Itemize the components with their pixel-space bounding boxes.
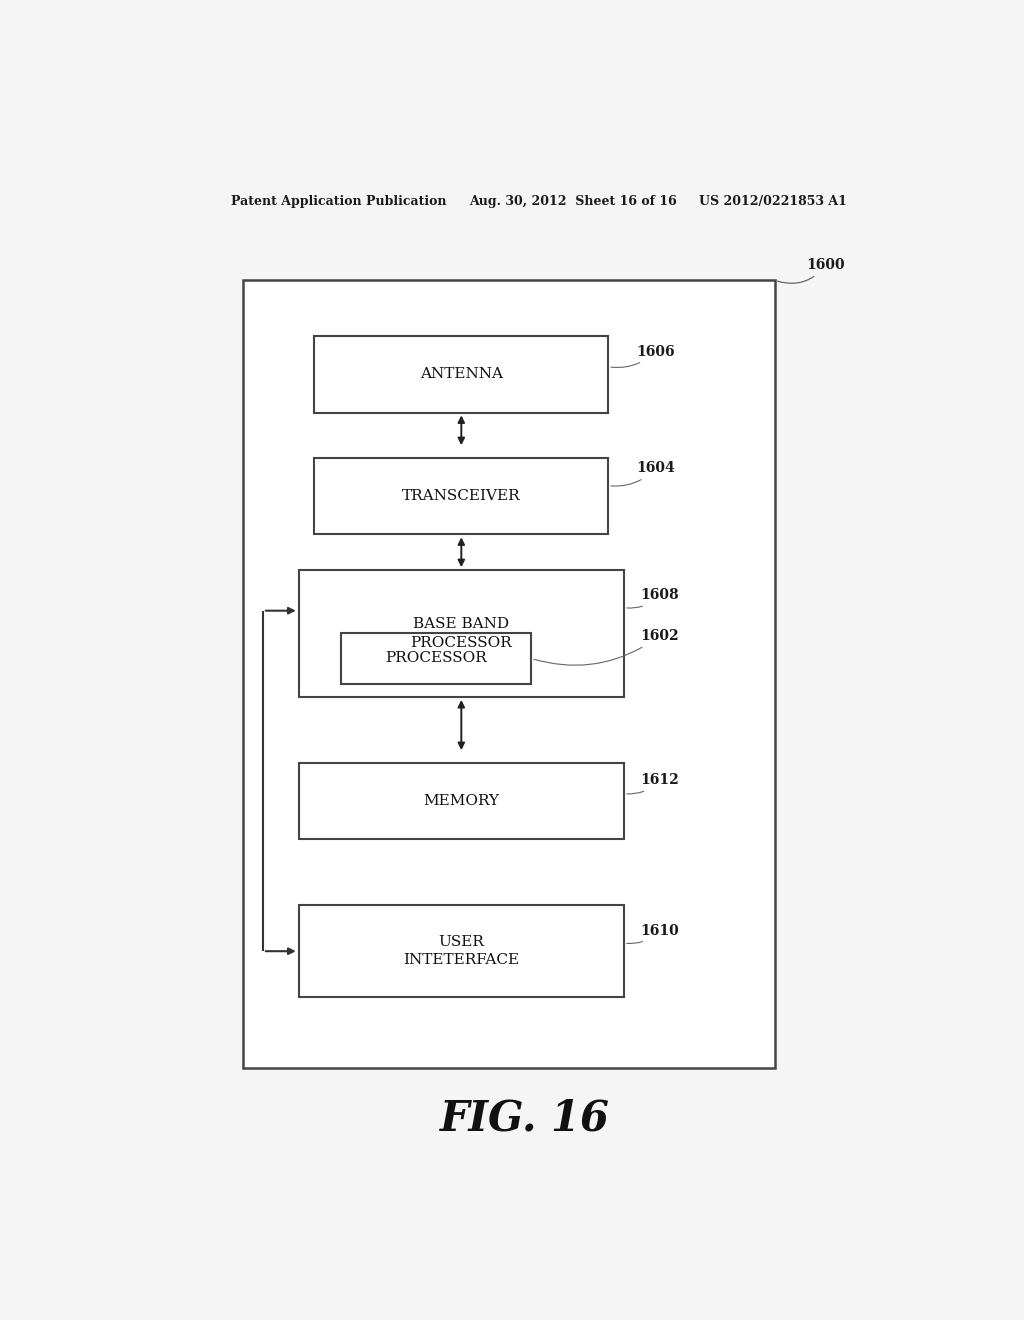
- Text: 1610: 1610: [627, 924, 679, 944]
- Text: USER
INTETERFACE: USER INTETERFACE: [403, 935, 519, 968]
- Bar: [341, 634, 531, 684]
- Text: MEMORY: MEMORY: [423, 795, 500, 808]
- Text: Aug. 30, 2012  Sheet 16 of 16: Aug. 30, 2012 Sheet 16 of 16: [469, 194, 677, 207]
- Bar: [314, 458, 608, 535]
- Text: 1608: 1608: [627, 589, 679, 609]
- Text: Patent Application Publication: Patent Application Publication: [231, 194, 446, 207]
- Bar: [299, 906, 624, 997]
- Text: 1602: 1602: [534, 630, 679, 665]
- Bar: [299, 570, 624, 697]
- Text: 1604: 1604: [611, 462, 675, 486]
- Bar: [243, 280, 775, 1068]
- Bar: [299, 763, 624, 840]
- Text: 1612: 1612: [627, 774, 679, 793]
- Text: US 2012/0221853 A1: US 2012/0221853 A1: [699, 194, 847, 207]
- Text: 1606: 1606: [611, 345, 675, 367]
- Text: ANTENNA: ANTENNA: [420, 367, 503, 381]
- Bar: [314, 337, 608, 412]
- Text: TRANSCEIVER: TRANSCEIVER: [402, 490, 520, 503]
- Text: 1600: 1600: [777, 259, 845, 284]
- Text: PROCESSOR: PROCESSOR: [385, 652, 486, 665]
- Text: BASE BAND
PROCESSOR: BASE BAND PROCESSOR: [411, 618, 512, 649]
- Text: FIG. 16: FIG. 16: [439, 1098, 610, 1140]
